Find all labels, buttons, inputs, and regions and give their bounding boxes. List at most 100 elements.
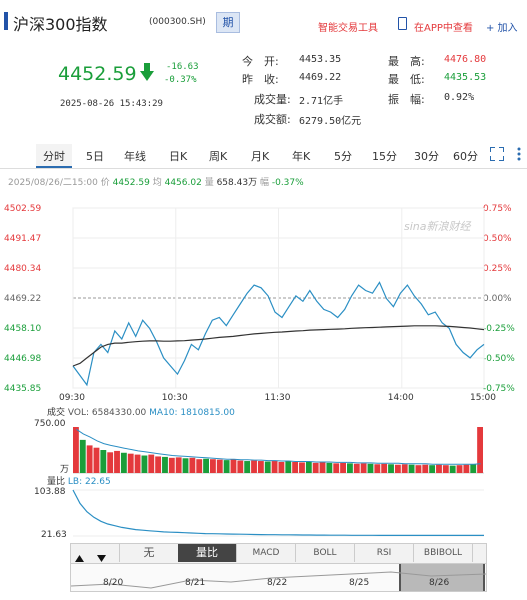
tab-monthly-k[interactable]: 月K [251, 150, 270, 163]
navigator-selected-window[interactable] [399, 564, 485, 591]
tab-30min[interactable]: 30分 [414, 150, 439, 163]
tab-60min[interactable]: 60分 [453, 150, 478, 163]
volume-bar [189, 457, 196, 473]
y-tick-right: 0.75% [483, 204, 512, 214]
nav-date-2: 8/21 [185, 578, 206, 588]
volume-bar [305, 461, 312, 473]
more-menu-icon[interactable] [516, 146, 522, 162]
volume-bar [285, 461, 292, 473]
volume-bar [319, 462, 326, 473]
volume-label: 成交量: [254, 93, 291, 106]
x-tick-label: 09:30 [59, 393, 85, 403]
volume-bar [107, 452, 114, 473]
open-label: 今 开: [242, 55, 279, 68]
open-in-app-link[interactable]: 在APP中查看 [414, 23, 473, 34]
tab-5day[interactable]: 5日 [86, 150, 104, 163]
volume-bar [463, 464, 470, 473]
volume-header: 成交 VOL: 6584330.00 MA10: 1810815.00 [47, 405, 235, 418]
info-vol-label: 量 [204, 178, 214, 188]
indicator-boll[interactable]: BOLL [296, 544, 355, 562]
indicator-none[interactable]: 无 [119, 544, 179, 562]
high-label: 最 高: [388, 55, 425, 68]
lb-value: LB: 22.65 [67, 477, 111, 487]
volume-bar [127, 453, 134, 473]
tab-daily-k[interactable]: 日K [169, 150, 188, 163]
tab-5min[interactable]: 5分 [334, 150, 352, 163]
indicator-macd[interactable]: MACD [237, 544, 296, 562]
volume-bar [148, 454, 155, 473]
date-navigator[interactable]: 8/20 8/21 8/22 8/25 8/26 [70, 563, 487, 592]
volume-bar [73, 427, 79, 473]
y-tick-left: 4458.10 [4, 324, 41, 334]
x-tick-label: 14:00 [388, 393, 414, 403]
volume-bar [203, 458, 209, 473]
volume-bar [155, 456, 162, 473]
tab-year-line[interactable]: 年线 [124, 150, 146, 163]
volume-bar [415, 465, 422, 473]
lb-title: 量比 [47, 477, 66, 487]
chart-watermark: sina新浪财经 [404, 220, 471, 233]
y-tick-right: 0.00% [483, 294, 512, 304]
volume-bar [340, 462, 346, 473]
volume-bar [100, 450, 107, 473]
info-vol: 658.43万 [216, 178, 258, 188]
volume-bar [162, 456, 168, 473]
indicator-rsi[interactable]: RSI [355, 544, 414, 562]
y-tick-right: 0.50% [483, 234, 512, 244]
tab-15min[interactable]: 15分 [372, 150, 397, 163]
volume-bar [367, 463, 374, 473]
futures-badge[interactable]: 期 [216, 12, 240, 33]
volume-bar [114, 450, 120, 473]
indicator-lb[interactable]: 量比 [178, 544, 237, 562]
down-arrow-icon [140, 63, 154, 82]
amount-label: 成交额: [254, 113, 291, 126]
scroll-up-icon[interactable] [75, 548, 84, 562]
info-bar: 2025/08/26/二15:00 价 4452.59 均 4456.02 量 … [8, 175, 304, 188]
phone-icon [398, 17, 407, 30]
volume-bar [326, 462, 333, 473]
volume-bar [374, 464, 381, 473]
intraday-price-chart[interactable]: 4502.59 0.75% 4491.47 0.50% 4480.34 0.25% 4469… [0, 195, 527, 407]
prev-close-value: 4469.22 [299, 72, 342, 83]
tab-weekly-k[interactable]: 周K [209, 150, 228, 163]
tab-yearly-k[interactable]: 年K [292, 150, 311, 163]
info-amp: -0.37% [271, 178, 304, 188]
info-price: 4452.59 [112, 178, 150, 188]
volume-bar [237, 460, 244, 473]
amplitude-value: 0.92% [444, 92, 475, 103]
add-watchlist-link[interactable]: + 加入 [486, 23, 518, 34]
volume-bar [168, 457, 175, 473]
volume-bar [210, 459, 216, 473]
volume-bar [264, 461, 271, 473]
volume-bar [456, 465, 463, 473]
fullscreen-icon[interactable] [489, 146, 505, 162]
indicator-bbiboll[interactable]: BBIBOLL [414, 544, 473, 562]
volume-bar [477, 427, 483, 473]
volume-bar [360, 463, 367, 473]
volume-bar [230, 459, 237, 473]
volume-top-tick: 750.00 [34, 419, 66, 429]
smart-trade-link[interactable]: 智能交易工具 [318, 23, 378, 34]
x-tick-label: 10:30 [162, 393, 188, 403]
info-avg: 4456.02 [164, 178, 202, 188]
stock-code: (000300.SH) [149, 17, 206, 27]
volume-bar [134, 454, 141, 473]
y-tick-left: 4469.22 [4, 294, 41, 304]
price-change: -16.63 [166, 62, 199, 72]
volume-bar [196, 459, 203, 473]
tab-intraday[interactable]: 分时 [43, 150, 65, 163]
page-title: 沪深300指数 [13, 15, 108, 34]
title-accent [4, 12, 8, 30]
lb-header: 量比 LB: 22.65 [47, 474, 111, 487]
scroll-down-icon[interactable] [97, 548, 106, 562]
volume-bar [442, 465, 449, 473]
x-tick-label: 11:30 [265, 393, 291, 403]
volume-bar [347, 463, 353, 473]
lb-line [72, 489, 484, 537]
info-amp-label: 幅 [259, 178, 269, 188]
avg-price-line [72, 325, 485, 367]
volume-bar [79, 439, 86, 473]
volume-bar [422, 464, 429, 473]
volume-value: 2.71亿手 [299, 96, 344, 107]
y-tick-right: -0.75% [483, 384, 515, 394]
